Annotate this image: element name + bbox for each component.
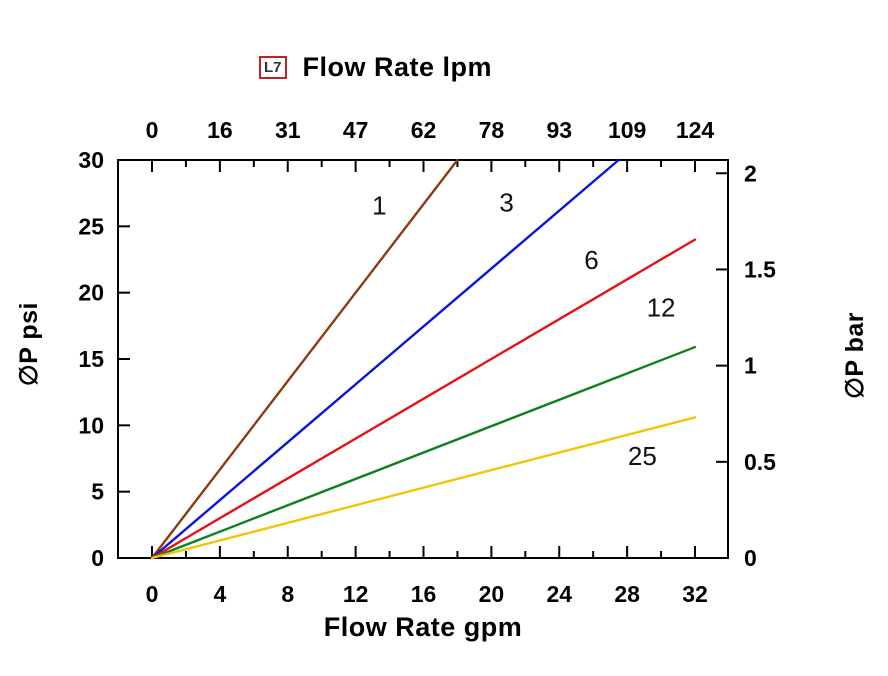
series-label-12: 12 [647,293,676,323]
x-tick-label-top: 16 [207,117,233,143]
series-line-6 [150,238,697,560]
x-tick-label-top: 0 [146,117,159,143]
y-tick-label-left: 20 [78,280,104,306]
x-tick-label-bottom: 24 [546,581,572,607]
series-line-12 [150,345,697,560]
x-tick-label-top: 62 [411,117,437,143]
y-tick-label-left: 10 [78,412,104,438]
y-axis-left-title: ∅P psi [15,302,43,387]
y-tick-label-right: 1.5 [744,256,776,282]
x-tick-label-bottom: 0 [146,581,159,607]
x-tick-label-bottom: 4 [213,581,226,607]
y-tick-label-left: 30 [78,147,104,173]
x-axis-bottom-title: Flow Rate gpm [323,612,523,642]
y-tick-label-left: 25 [78,213,104,239]
series-line-25 [150,416,697,560]
x-tick-label-top: 124 [676,117,715,143]
y-tick-label-left: 15 [78,346,104,372]
x-tick-label-top: 78 [479,117,505,143]
x-tick-label-top: 47 [343,117,369,143]
y-tick-label-right: 1 [744,353,757,379]
x-tick-label-bottom: 16 [411,581,437,607]
x-tick-label-bottom: 12 [343,581,369,607]
x-tick-label-bottom: 8 [281,581,294,607]
x-tick-label-top: 93 [546,117,572,143]
series-label-6: 6 [584,245,598,275]
top-axis-title: Flow Rate lpm [302,52,493,82]
l7-badge: L7 [259,56,287,79]
series-label-3: 3 [499,188,513,218]
series-line-3 [150,158,620,560]
y-tick-label-right: 2 [744,160,757,186]
series-line-1 [150,158,459,560]
y-tick-label-left: 5 [91,479,104,505]
series-label-1: 1 [372,190,386,220]
y-axis-right-title: ∅P bar [841,312,869,399]
x-tick-label-bottom: 32 [682,581,708,607]
top-title-row: L7 Flow Rate lpm [259,52,492,83]
series-label-25: 25 [628,441,657,471]
x-tick-label-top: 109 [608,117,646,143]
x-tick-label-bottom: 20 [479,581,505,607]
y-tick-label-right: 0.5 [744,449,776,475]
x-tick-label-bottom: 28 [614,581,640,607]
y-tick-label-left: 0 [91,545,104,571]
y-tick-label-right: 0 [744,545,757,571]
plot-frame [117,159,729,559]
x-tick-label-top: 31 [275,117,301,143]
